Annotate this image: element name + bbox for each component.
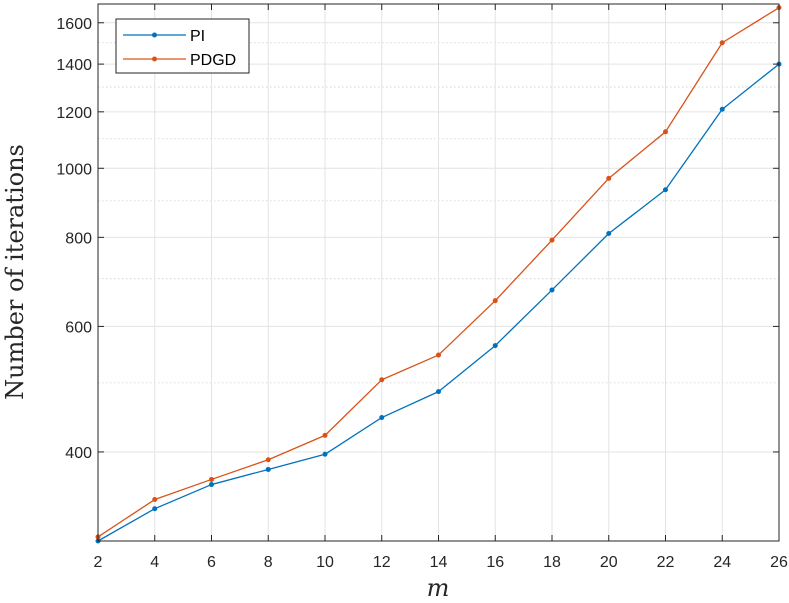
- data-point-pi: [265, 466, 271, 472]
- x-tick-label: 20: [600, 554, 618, 571]
- y-tick-label: 400: [65, 445, 92, 462]
- data-point-pdgd: [265, 457, 271, 463]
- y-tick-label: 1600: [56, 16, 92, 33]
- x-tick-label: 12: [373, 554, 391, 571]
- x-tick-label: 2: [94, 554, 103, 571]
- data-point-pdgd: [152, 497, 158, 503]
- x-tick-label: 18: [543, 554, 561, 571]
- data-point-pi: [663, 187, 668, 193]
- legend-box: [115, 18, 250, 74]
- x-tick-label: 14: [430, 554, 448, 571]
- data-point-pi: [719, 106, 725, 112]
- legend-label-pi: PI: [190, 28, 205, 45]
- y-axis-title: Number of iterations: [1, 144, 29, 400]
- data-point-pi: [606, 231, 612, 237]
- y-tick-label: 1200: [56, 105, 92, 122]
- data-point-pi: [209, 482, 214, 488]
- data-point-pi: [436, 389, 441, 395]
- legend-label-pdgd: PDGD: [190, 52, 236, 69]
- data-point-pdgd: [663, 129, 668, 135]
- legend: PI PDGD: [115, 18, 250, 74]
- x-tick-label: 16: [486, 554, 504, 571]
- data-point-pdgd: [492, 298, 498, 304]
- x-axis: 2 4 6 8 10 12 14 16 18 20 22 24 26: [94, 4, 788, 571]
- x-tick-label: 26: [770, 554, 788, 571]
- data-point-pdgd: [436, 352, 441, 358]
- data-point-pi: [152, 506, 158, 512]
- x-tick-label: 24: [713, 554, 731, 571]
- y-tick-label: 600: [65, 319, 92, 336]
- x-axis-title: m: [427, 574, 450, 602]
- x-tick-label: 10: [316, 554, 334, 571]
- y-tick-label: 1400: [56, 57, 92, 74]
- y-axis: 400 600 800 1000 1200 1400 1600: [56, 16, 779, 462]
- data-point-pi: [379, 415, 385, 421]
- legend-marker-pi: [152, 32, 157, 38]
- data-point-pi: [322, 451, 328, 457]
- series-layer: [95, 5, 782, 544]
- data-point-pdgd: [379, 377, 385, 383]
- y-tick-label: 1000: [56, 161, 92, 178]
- data-point-pdgd: [209, 476, 214, 482]
- series-pdgd: [95, 5, 782, 540]
- data-point-pi: [549, 287, 555, 293]
- data-point-pdgd: [322, 432, 328, 438]
- x-tick-label: 6: [207, 554, 216, 571]
- data-point-pi: [492, 343, 498, 349]
- series-pi: [95, 61, 782, 544]
- data-point-pdgd: [549, 237, 555, 243]
- x-tick-label: 22: [657, 554, 675, 571]
- data-point-pdgd: [606, 175, 612, 181]
- data-point-pdgd: [719, 40, 725, 46]
- x-tick-label: 4: [150, 554, 159, 571]
- x-tick-label: 8: [264, 554, 273, 571]
- y-tick-label: 800: [65, 230, 92, 247]
- legend-marker-pdgd: [152, 56, 157, 62]
